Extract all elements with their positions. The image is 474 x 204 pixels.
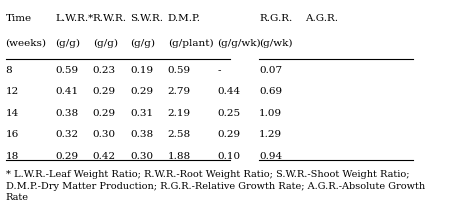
Text: 0.94: 0.94: [259, 151, 283, 160]
Text: 18: 18: [6, 151, 19, 160]
Text: 0.23: 0.23: [93, 65, 116, 74]
Text: 0.29: 0.29: [130, 87, 154, 96]
Text: 0.30: 0.30: [130, 151, 154, 160]
Text: 0.69: 0.69: [259, 87, 283, 96]
Text: 0.38: 0.38: [55, 108, 79, 117]
Text: 0.38: 0.38: [130, 130, 154, 139]
Text: A.G.R.: A.G.R.: [305, 14, 338, 23]
Text: L.W.R.*: L.W.R.*: [55, 14, 94, 23]
Text: 12: 12: [6, 87, 19, 96]
Text: S.W.R.: S.W.R.: [130, 14, 163, 23]
Text: (weeks): (weeks): [6, 39, 46, 48]
Text: 14: 14: [6, 108, 19, 117]
Text: 8: 8: [6, 65, 12, 74]
Text: (g/g/wk): (g/g/wk): [218, 39, 261, 48]
Text: 0.31: 0.31: [130, 108, 154, 117]
Text: 0.29: 0.29: [218, 130, 241, 139]
Text: 0.29: 0.29: [93, 108, 116, 117]
Text: 1.29: 1.29: [259, 130, 283, 139]
Text: 0.42: 0.42: [93, 151, 116, 160]
Text: R.W.R.: R.W.R.: [93, 14, 127, 23]
Text: 0.29: 0.29: [55, 151, 79, 160]
Text: 0.29: 0.29: [93, 87, 116, 96]
Text: (g/wk): (g/wk): [259, 39, 292, 48]
Text: 0.25: 0.25: [218, 108, 241, 117]
Text: 1.88: 1.88: [168, 151, 191, 160]
Text: 0.32: 0.32: [55, 130, 79, 139]
Text: 2.58: 2.58: [168, 130, 191, 139]
Text: (g/plant): (g/plant): [168, 39, 213, 48]
Text: 0.44: 0.44: [218, 87, 241, 96]
Text: 0.59: 0.59: [168, 65, 191, 74]
Text: 0.30: 0.30: [93, 130, 116, 139]
Text: * L.W.R.-Leaf Weight Ratio; R.W.R.-Root Weight Ratio; S.W.R.-Shoot Weight Ratio;: * L.W.R.-Leaf Weight Ratio; R.W.R.-Root …: [6, 169, 425, 201]
Text: 0.19: 0.19: [130, 65, 154, 74]
Text: 2.19: 2.19: [168, 108, 191, 117]
Text: 2.79: 2.79: [168, 87, 191, 96]
Text: -: -: [218, 65, 221, 74]
Text: R.G.R.: R.G.R.: [259, 14, 292, 23]
Text: 0.10: 0.10: [218, 151, 241, 160]
Text: Time: Time: [6, 14, 32, 23]
Text: (g/g): (g/g): [130, 39, 155, 48]
Text: (g/g): (g/g): [93, 39, 118, 48]
Text: 0.07: 0.07: [259, 65, 283, 74]
Text: 0.41: 0.41: [55, 87, 79, 96]
Text: D.M.P.: D.M.P.: [168, 14, 201, 23]
Text: 16: 16: [6, 130, 19, 139]
Text: 1.09: 1.09: [259, 108, 283, 117]
Text: (g/g): (g/g): [55, 39, 81, 48]
Text: 0.59: 0.59: [55, 65, 79, 74]
